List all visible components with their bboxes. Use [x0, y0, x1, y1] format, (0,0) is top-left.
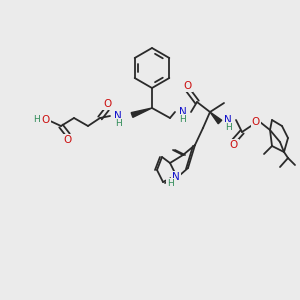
Polygon shape [210, 112, 222, 124]
Text: O: O [230, 140, 238, 150]
Text: H: H [225, 124, 231, 133]
Text: N: N [224, 115, 232, 125]
Text: H: H [167, 179, 173, 188]
Text: O: O [103, 99, 111, 109]
Text: O: O [252, 117, 260, 127]
Text: N: N [114, 111, 122, 121]
Text: N: N [179, 107, 187, 117]
Text: N: N [172, 172, 180, 182]
Text: O: O [184, 81, 192, 91]
Text: H: H [33, 116, 39, 124]
Text: H: H [180, 116, 186, 124]
Text: O: O [42, 115, 50, 125]
Text: H: H [115, 119, 122, 128]
Polygon shape [131, 108, 152, 117]
Text: O: O [64, 135, 72, 145]
